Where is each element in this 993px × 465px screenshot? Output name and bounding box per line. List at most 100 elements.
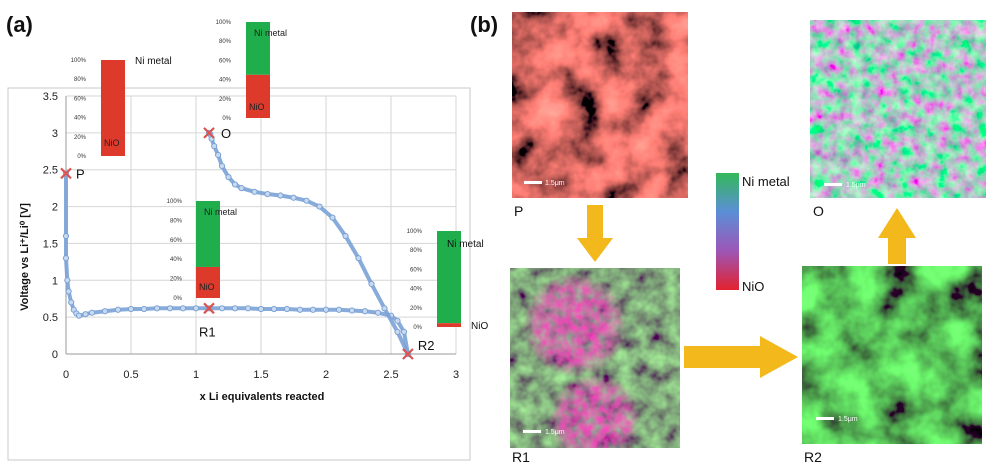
data-point xyxy=(374,309,382,316)
marker-R1: R1 xyxy=(199,302,216,339)
data-point xyxy=(114,306,122,313)
bar-tick-label: 60% xyxy=(74,96,87,102)
data-point xyxy=(211,143,218,150)
data-point xyxy=(231,181,239,188)
ni-metal-segment xyxy=(246,22,270,75)
y-tick-label: 3.5 xyxy=(43,91,58,103)
y-tick-label: 1 xyxy=(52,275,58,287)
arrow-up xyxy=(878,208,916,264)
data-point xyxy=(140,305,148,313)
data-point xyxy=(270,305,278,313)
chart-frame xyxy=(7,87,471,461)
data-point xyxy=(62,232,70,240)
map-R2: 1.5μm xyxy=(802,266,982,444)
nio-segment xyxy=(101,60,125,156)
arrow-right xyxy=(684,336,798,378)
composition-bar-O: 0% 20% 40% 60% 80% 100% Ni metal NiO xyxy=(216,20,287,122)
marker-R2: R2 xyxy=(402,338,435,360)
map-P-label: P xyxy=(514,203,523,219)
panel-b-label: (b) xyxy=(470,12,498,37)
map-O: 1.5μm xyxy=(810,20,986,198)
data-point xyxy=(290,194,297,201)
x-tick-label: 2.5 xyxy=(383,369,398,381)
data-point xyxy=(244,305,252,312)
scale-bar xyxy=(824,183,842,186)
data-point xyxy=(238,185,245,192)
point-label-R1: R1 xyxy=(199,324,216,339)
series-line-2 xyxy=(207,130,410,356)
y-tick-labels: 0 0.5 1 1.5 2 2.5 3 3.5 xyxy=(43,91,58,361)
data-point xyxy=(75,312,83,319)
scale-bar xyxy=(524,181,542,184)
data-point xyxy=(361,308,369,315)
marker-O: O xyxy=(203,126,231,141)
bar-tick-label: 80% xyxy=(410,248,423,254)
x-axis-label: x Li equivalents reacted xyxy=(200,391,325,403)
bar-tick-label: 80% xyxy=(170,218,183,224)
data-point xyxy=(166,305,174,312)
map-P: 1.5μm xyxy=(512,12,688,198)
bar-tick-label: 60% xyxy=(170,238,183,244)
nio-segment xyxy=(246,74,270,118)
nio-segment xyxy=(437,323,461,327)
data-point xyxy=(64,277,71,284)
data-point xyxy=(62,255,70,262)
y-tick-label: 0 xyxy=(52,349,58,361)
bar-tick-label: 40% xyxy=(219,78,232,84)
nio-label: NiO xyxy=(471,321,488,332)
arrows xyxy=(577,205,916,378)
scale-label: 1.5μm xyxy=(545,429,565,436)
nio-segment xyxy=(196,266,220,298)
ni-metal-label: Ni metal xyxy=(254,28,287,38)
y-tick-label: 0.5 xyxy=(43,312,58,324)
bar-tick-label: 40% xyxy=(410,287,423,293)
y-tick-label: 1.5 xyxy=(43,238,58,250)
map-O-label: O xyxy=(813,203,824,219)
x-tick-label: 1 xyxy=(193,369,199,381)
x-tick-labels: 0 0.5 1 1.5 2 2.5 3 xyxy=(63,369,459,381)
data-point xyxy=(400,328,408,335)
x-tick-label: 1.5 xyxy=(253,369,268,381)
state-markers: P O R1 R2 xyxy=(60,126,435,360)
bar-tick-label: 20% xyxy=(219,97,232,103)
bar-tick-label: 60% xyxy=(219,58,232,64)
bar-tick-label: 100% xyxy=(407,229,423,235)
scale-bar xyxy=(523,430,541,433)
x-tick-label: 2 xyxy=(323,369,329,381)
data-point xyxy=(153,305,161,312)
data-point xyxy=(316,203,323,210)
bar-tick-label: 60% xyxy=(410,267,423,273)
data-point xyxy=(251,188,258,195)
scale-label: 1.5μm xyxy=(846,182,866,189)
map-R1-label: R1 xyxy=(512,449,530,465)
scale-label: 1.5μm xyxy=(545,180,565,187)
data-point xyxy=(264,190,271,198)
x-tick-label: 0 xyxy=(63,369,69,381)
y-tick-label: 2 xyxy=(52,202,58,214)
arrow-down xyxy=(577,205,613,262)
bar-tick-label: 0% xyxy=(413,325,422,331)
scale-bar xyxy=(816,417,834,420)
composition-bars: 0% 20% 40% 60% 80% 100% Ni metal NiO 0% 20% 40% 60%… xyxy=(71,20,489,332)
nio-label: NiO xyxy=(199,282,215,292)
data-point xyxy=(65,288,72,295)
data-point xyxy=(277,192,284,199)
data-point xyxy=(335,306,343,313)
data-point xyxy=(394,317,401,324)
data-point xyxy=(322,306,330,313)
bar-tick-label: 100% xyxy=(71,58,87,64)
data-point xyxy=(68,299,75,306)
data-point xyxy=(82,311,89,318)
bar-tick-label: 20% xyxy=(74,135,87,141)
ni-metal-label: Ni metal xyxy=(204,207,237,217)
voltage-curve xyxy=(62,129,411,358)
data-point xyxy=(218,162,226,170)
data-point xyxy=(283,305,291,313)
point-label-R2: R2 xyxy=(418,338,435,353)
data-point xyxy=(329,214,336,221)
composition-bar-R1: 0% 20% 40% 60% 80% 100% Ni metal NiO xyxy=(167,199,237,302)
bar-tick-label: 100% xyxy=(216,20,232,26)
composition-bar-P: 0% 20% 40% 60% 80% 100% Ni metal NiO xyxy=(71,56,172,160)
ni-metal-label: Ni metal xyxy=(447,239,484,250)
